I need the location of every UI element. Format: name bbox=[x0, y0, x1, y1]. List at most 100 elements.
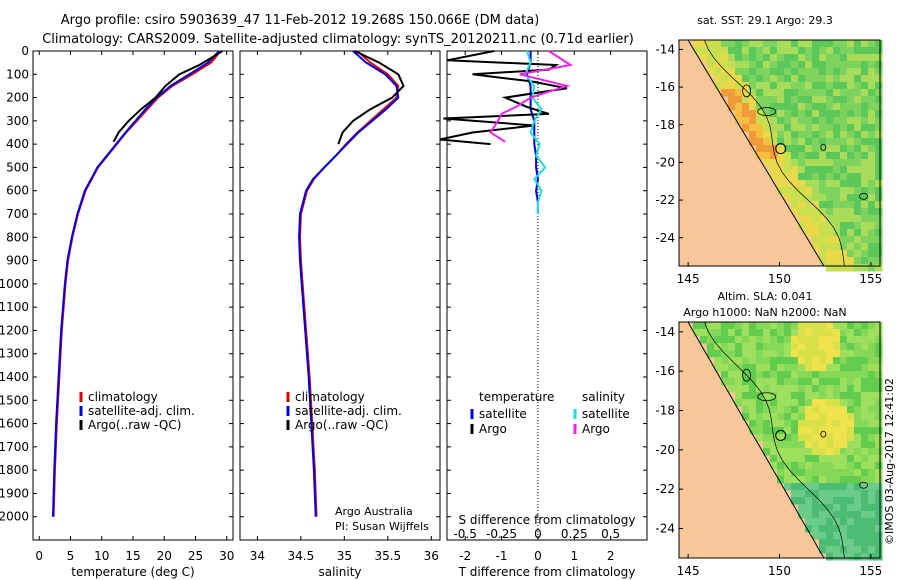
map-y-tick-label: -20 bbox=[655, 155, 675, 169]
map-cell bbox=[868, 420, 876, 428]
map-cell bbox=[819, 406, 827, 414]
map-cell bbox=[861, 257, 869, 265]
map-cell bbox=[854, 462, 862, 470]
map-cell bbox=[707, 336, 715, 344]
map-cell bbox=[791, 364, 799, 372]
map-cell bbox=[875, 434, 883, 442]
map-cell bbox=[861, 145, 869, 153]
map-cell bbox=[840, 222, 848, 230]
map-cell bbox=[756, 427, 764, 435]
map-cell bbox=[763, 406, 771, 414]
map-cell bbox=[868, 539, 876, 547]
map-cell bbox=[749, 47, 757, 55]
map-cell bbox=[812, 61, 820, 69]
map-cell bbox=[777, 89, 785, 97]
map-cell bbox=[826, 68, 834, 76]
map-cell bbox=[819, 180, 827, 188]
map-cell bbox=[826, 75, 834, 83]
map-cell bbox=[868, 194, 876, 202]
map-cell bbox=[868, 131, 876, 139]
map-x-tick-label: 145 bbox=[677, 272, 700, 286]
map-cell bbox=[819, 329, 827, 337]
title-line1: Argo profile: csiro 5903639_47 11-Feb-20… bbox=[61, 13, 540, 28]
y-tick-label: 1900 bbox=[0, 486, 29, 500]
map-cell bbox=[798, 490, 806, 498]
map-cell bbox=[777, 152, 785, 160]
map-cell bbox=[735, 336, 743, 344]
map-cell bbox=[763, 138, 771, 146]
map-cell bbox=[861, 89, 869, 97]
map-cell bbox=[826, 47, 834, 55]
map-cell bbox=[812, 350, 820, 358]
map-cell bbox=[854, 229, 862, 237]
map-cell bbox=[735, 82, 743, 90]
map-cell bbox=[875, 215, 883, 223]
map-cell bbox=[784, 448, 792, 456]
map-cell bbox=[770, 166, 778, 174]
map-cell bbox=[777, 159, 785, 167]
map-cell bbox=[833, 448, 841, 456]
map-cell bbox=[707, 343, 715, 351]
map-cell bbox=[749, 329, 757, 337]
map-cell bbox=[798, 476, 806, 484]
map-cell bbox=[847, 145, 855, 153]
map-cell bbox=[847, 166, 855, 174]
map-cell bbox=[798, 187, 806, 195]
map-cell bbox=[847, 525, 855, 533]
map-cell bbox=[770, 392, 778, 400]
map-cell bbox=[847, 336, 855, 344]
map-cell bbox=[791, 131, 799, 139]
map-cell bbox=[861, 420, 869, 428]
map-cell bbox=[735, 103, 743, 111]
legend-label: Argo(..raw -QC) bbox=[295, 418, 388, 432]
map-cell bbox=[833, 75, 841, 83]
map-cell bbox=[798, 427, 806, 435]
map-cell bbox=[819, 257, 827, 265]
map-cell bbox=[784, 54, 792, 62]
map-cell bbox=[826, 525, 834, 533]
map-cell bbox=[805, 350, 813, 358]
map-cell bbox=[798, 124, 806, 132]
x-tick-label: -1 bbox=[496, 549, 508, 563]
map-cell bbox=[721, 364, 729, 372]
map-cell bbox=[875, 173, 883, 181]
map-cell bbox=[770, 322, 778, 330]
map-cell bbox=[721, 82, 729, 90]
map-cell bbox=[819, 229, 827, 237]
map-cell bbox=[833, 427, 841, 435]
map-cell bbox=[784, 75, 792, 83]
map-cell bbox=[798, 448, 806, 456]
map-cell bbox=[861, 96, 869, 104]
map-cell bbox=[756, 68, 764, 76]
map-cell bbox=[742, 336, 750, 344]
map-cell bbox=[847, 222, 855, 230]
map-cell bbox=[784, 117, 792, 125]
map-cell bbox=[875, 124, 883, 132]
map-cell bbox=[840, 364, 848, 372]
map-cell bbox=[798, 208, 806, 216]
map-cell bbox=[840, 236, 848, 244]
map-cell bbox=[777, 343, 785, 351]
map-cell bbox=[784, 61, 792, 69]
map-cell bbox=[861, 434, 869, 442]
map-cell bbox=[756, 399, 764, 407]
map-cell bbox=[756, 40, 764, 48]
map-cell bbox=[840, 61, 848, 69]
map-cell bbox=[840, 68, 848, 76]
map-cell bbox=[805, 187, 813, 195]
map-cell bbox=[784, 469, 792, 477]
map-cell bbox=[763, 441, 771, 449]
sla-map-title: Altim. SLA: 0.041 bbox=[717, 290, 812, 303]
map-cell bbox=[784, 434, 792, 442]
map-cell bbox=[735, 40, 743, 48]
map-cell bbox=[833, 96, 841, 104]
map-cell bbox=[819, 462, 827, 470]
map-cell bbox=[770, 441, 778, 449]
map-cell bbox=[749, 399, 757, 407]
map-cell bbox=[868, 546, 876, 554]
map-x-tick-label: 150 bbox=[768, 272, 791, 286]
map-cell bbox=[826, 145, 834, 153]
map-cell bbox=[847, 138, 855, 146]
y-tick-label: 600 bbox=[6, 184, 29, 198]
map-cell bbox=[714, 322, 722, 330]
